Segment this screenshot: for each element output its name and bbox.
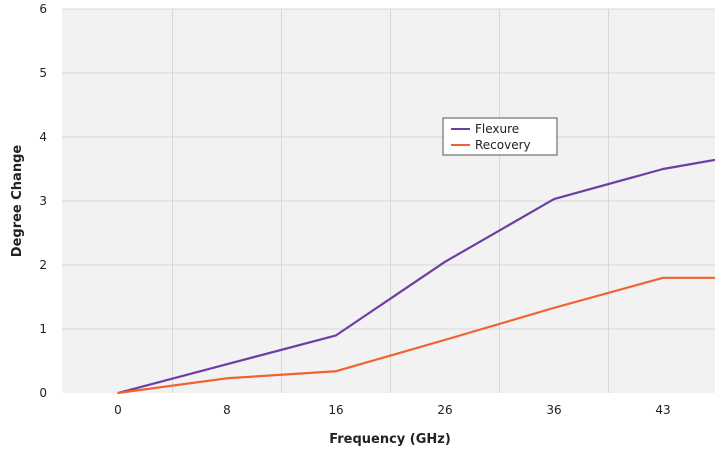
- legend: Flexure Recovery: [442, 117, 558, 156]
- x-tick-label: 36: [546, 403, 561, 417]
- x-axis-title: Frequency (GHz): [329, 432, 451, 447]
- x-axis-ticks: 0 8 16 26 36 43: [114, 403, 670, 417]
- data-point-recovery: [335, 370, 337, 373]
- y-tick-label: 3: [39, 194, 47, 208]
- data-point-recovery: [117, 392, 119, 394]
- y-tick-label: 2: [39, 258, 47, 272]
- legend-label-flexure: Flexure: [475, 122, 519, 136]
- gridlines: [62, 8, 715, 393]
- x-tick-label: 8: [223, 403, 231, 417]
- data-point-flexure: [335, 334, 337, 337]
- data-point-recovery: [226, 377, 228, 380]
- legend-label-recovery: Recovery: [475, 138, 531, 152]
- y-axis-ticks: 0 1 2 3 4 5 6: [39, 2, 47, 400]
- y-tick-label: 0: [39, 386, 47, 400]
- y-tick-label: 1: [39, 322, 47, 336]
- x-tick-label: 43: [655, 403, 670, 417]
- data-point-recovery: [553, 307, 555, 309]
- data-point-flexure: [444, 261, 446, 263]
- y-axis-title: Degree Change: [10, 145, 25, 258]
- y-tick-label: 4: [39, 130, 47, 144]
- x-tick-label: 16: [328, 403, 343, 417]
- x-tick-label: 26: [437, 403, 452, 417]
- data-point-recovery: [444, 339, 446, 341]
- x-tick-label: 0: [114, 403, 122, 417]
- data-point-flexure: [662, 168, 664, 170]
- data-point-recovery: [662, 277, 664, 279]
- y-tick-label: 5: [39, 66, 47, 80]
- data-point-flexure: [226, 363, 228, 366]
- y-tick-label: 6: [39, 2, 47, 16]
- legend-box: [442, 117, 558, 156]
- data-point-flexure: [553, 198, 555, 200]
- series-lines: [117, 158, 715, 395]
